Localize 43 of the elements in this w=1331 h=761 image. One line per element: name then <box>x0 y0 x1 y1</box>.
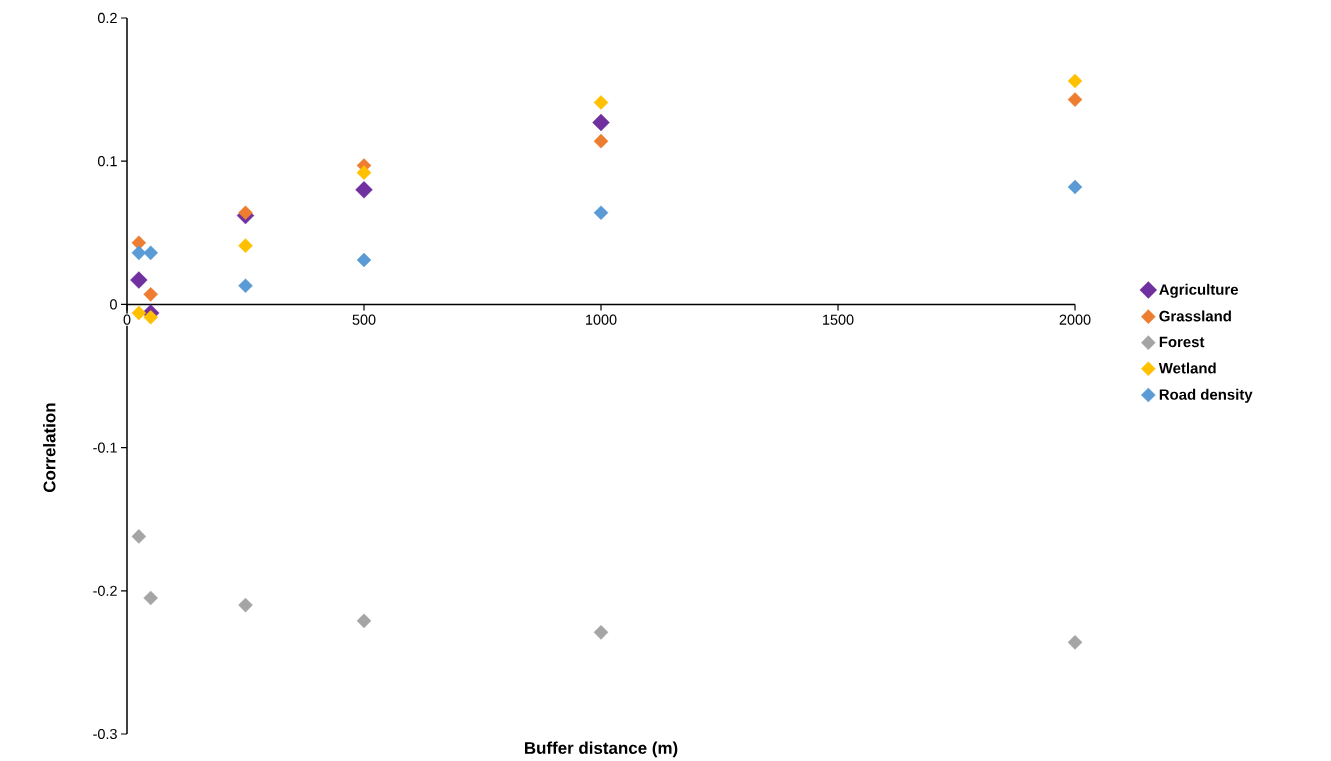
y-tick-label: 0 <box>110 299 117 310</box>
point <box>131 245 147 261</box>
legend-label: Road density <box>1159 389 1253 403</box>
point <box>131 529 147 544</box>
y-tick-label: -0.1 <box>93 442 117 453</box>
y-tick-label: -0.2 <box>93 585 117 597</box>
point <box>356 252 372 268</box>
point <box>1067 92 1083 108</box>
point <box>143 245 158 261</box>
legend-label: Grassland <box>1159 310 1231 322</box>
point <box>356 613 372 629</box>
point <box>130 271 148 289</box>
x-tick-label: 0 <box>123 314 131 326</box>
point <box>592 114 610 132</box>
point <box>593 625 609 640</box>
point <box>593 95 609 110</box>
y-tick-label: 0.2 <box>97 13 117 24</box>
point <box>238 238 253 254</box>
point <box>131 305 147 321</box>
legend-label: Agriculture <box>1159 284 1238 299</box>
point <box>356 165 372 181</box>
point <box>238 598 253 613</box>
point <box>1067 179 1083 195</box>
x-tick-label: 1500 <box>823 314 854 326</box>
point <box>355 181 373 199</box>
point <box>593 205 609 221</box>
legend-label: Wetland <box>1158 362 1216 374</box>
x-axis-title: Buffer distance (m) <box>524 741 678 758</box>
point <box>143 310 158 325</box>
x-tick-label: 1000 <box>586 314 617 326</box>
x-tick-label: 2000 <box>1059 314 1091 326</box>
x-tick-label: 500 <box>352 314 376 326</box>
legend-label: Forest <box>1159 336 1205 348</box>
point <box>143 287 158 302</box>
point <box>143 590 158 606</box>
point <box>593 134 609 149</box>
y-tick-label: -0.3 <box>93 729 117 740</box>
y-tick-label: 0.1 <box>97 156 117 167</box>
y-axis-title: Correlation <box>43 403 56 493</box>
point <box>1067 635 1083 650</box>
point <box>1067 73 1083 89</box>
point <box>238 205 253 221</box>
point <box>238 278 253 294</box>
